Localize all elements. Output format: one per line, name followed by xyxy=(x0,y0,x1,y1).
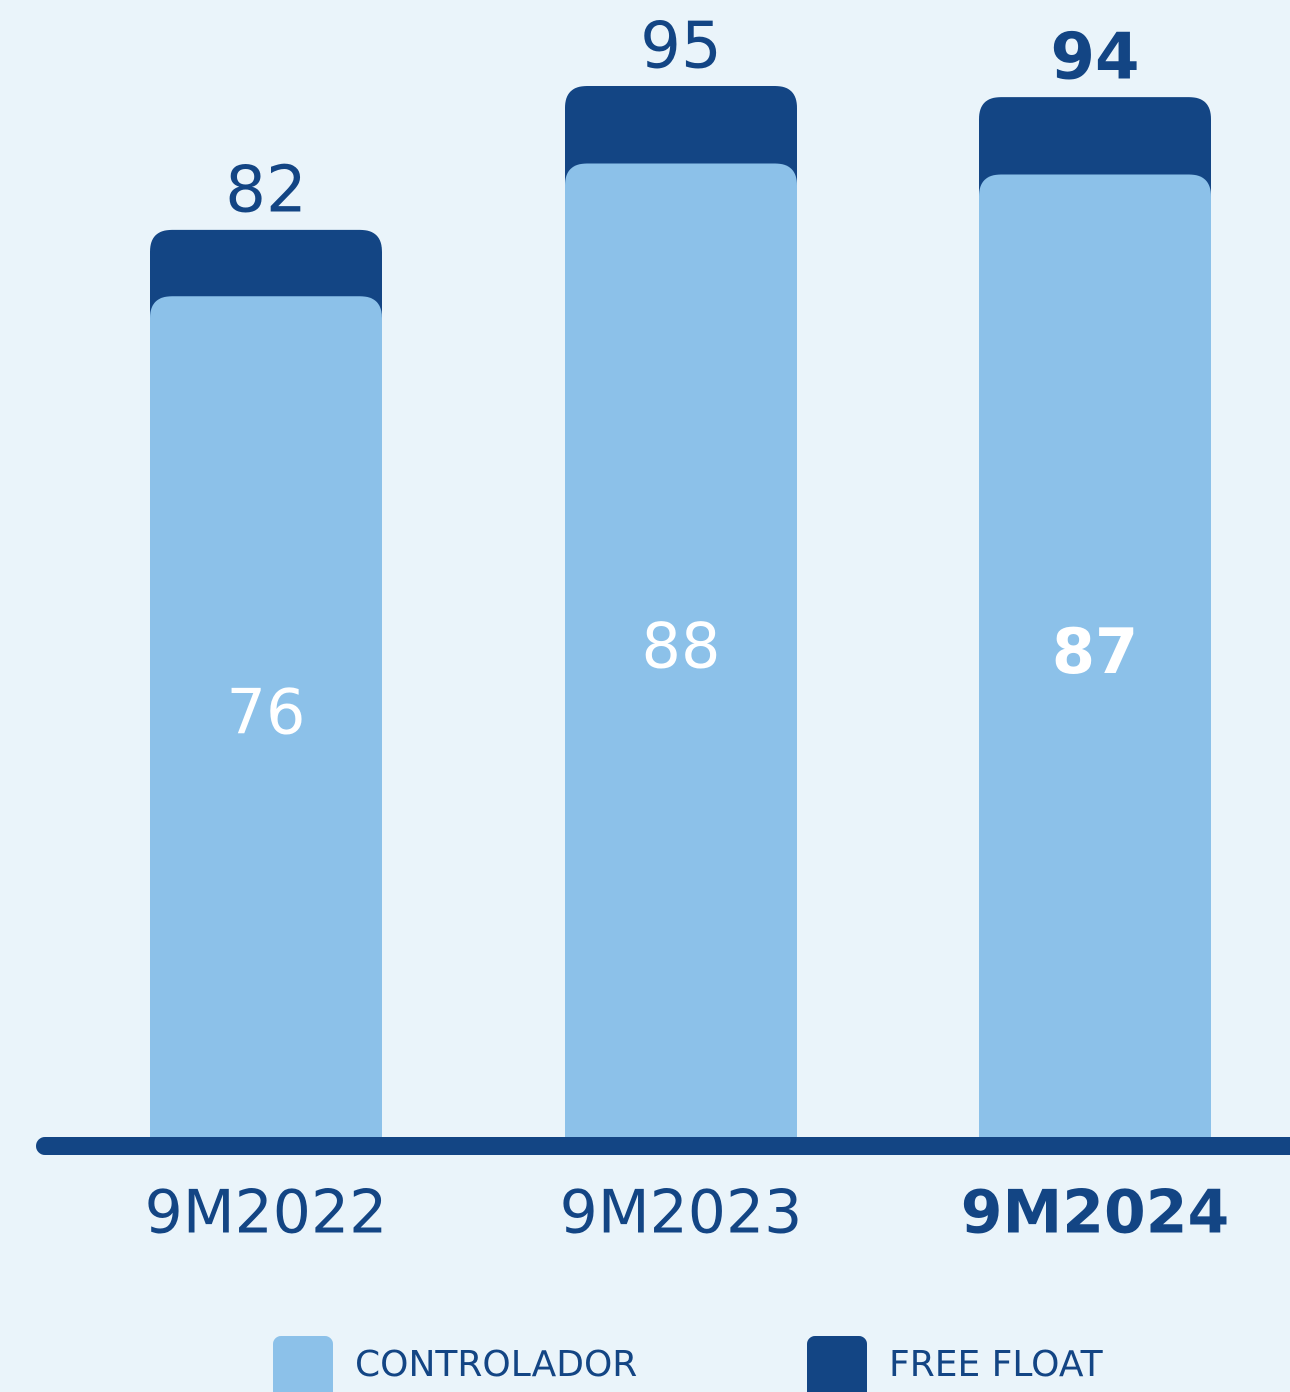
total-label: 82 xyxy=(225,153,306,227)
total-label: 94 xyxy=(1050,21,1139,95)
legend-swatch xyxy=(807,1336,867,1392)
total-label: 95 xyxy=(640,10,721,84)
legend-swatch xyxy=(273,1336,333,1392)
bar-segment xyxy=(565,163,797,1137)
legend-label: FREE FLOAT xyxy=(889,1344,1104,1385)
category-label: 9M2023 xyxy=(560,1178,803,1248)
legend-label: CONTROLADOR xyxy=(355,1344,637,1385)
category-label: 9M2022 xyxy=(145,1178,388,1248)
inner-value-label: 76 xyxy=(227,676,306,749)
inner-value-label: 88 xyxy=(642,609,721,682)
category-label: 9M2024 xyxy=(961,1178,1229,1248)
bar-segment xyxy=(150,296,382,1137)
inner-value-label: 87 xyxy=(1052,615,1138,688)
bar-segment xyxy=(979,174,1211,1138)
